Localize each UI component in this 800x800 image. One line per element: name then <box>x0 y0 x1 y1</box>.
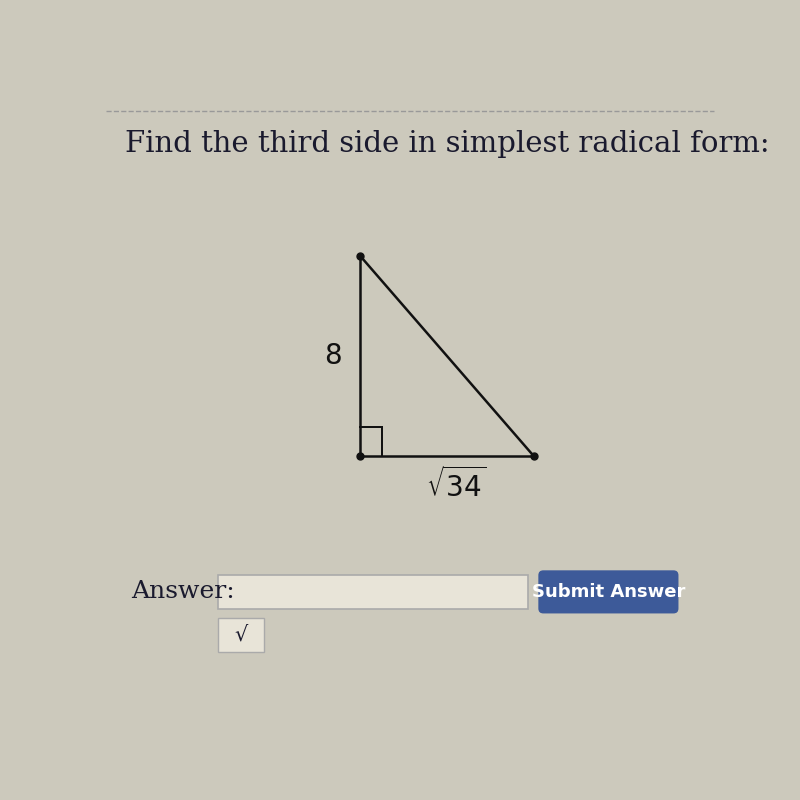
Text: 8: 8 <box>324 342 342 370</box>
Bar <box>218 618 264 652</box>
Text: Submit Answer: Submit Answer <box>532 583 685 601</box>
Text: Answer:: Answer: <box>131 580 234 603</box>
Text: √: √ <box>234 625 248 645</box>
Text: Find the third side in simplest radical form:: Find the third side in simplest radical … <box>125 130 770 158</box>
Text: $\sqrt{34}$: $\sqrt{34}$ <box>426 467 487 503</box>
Bar <box>218 575 528 609</box>
FancyBboxPatch shape <box>538 570 678 614</box>
